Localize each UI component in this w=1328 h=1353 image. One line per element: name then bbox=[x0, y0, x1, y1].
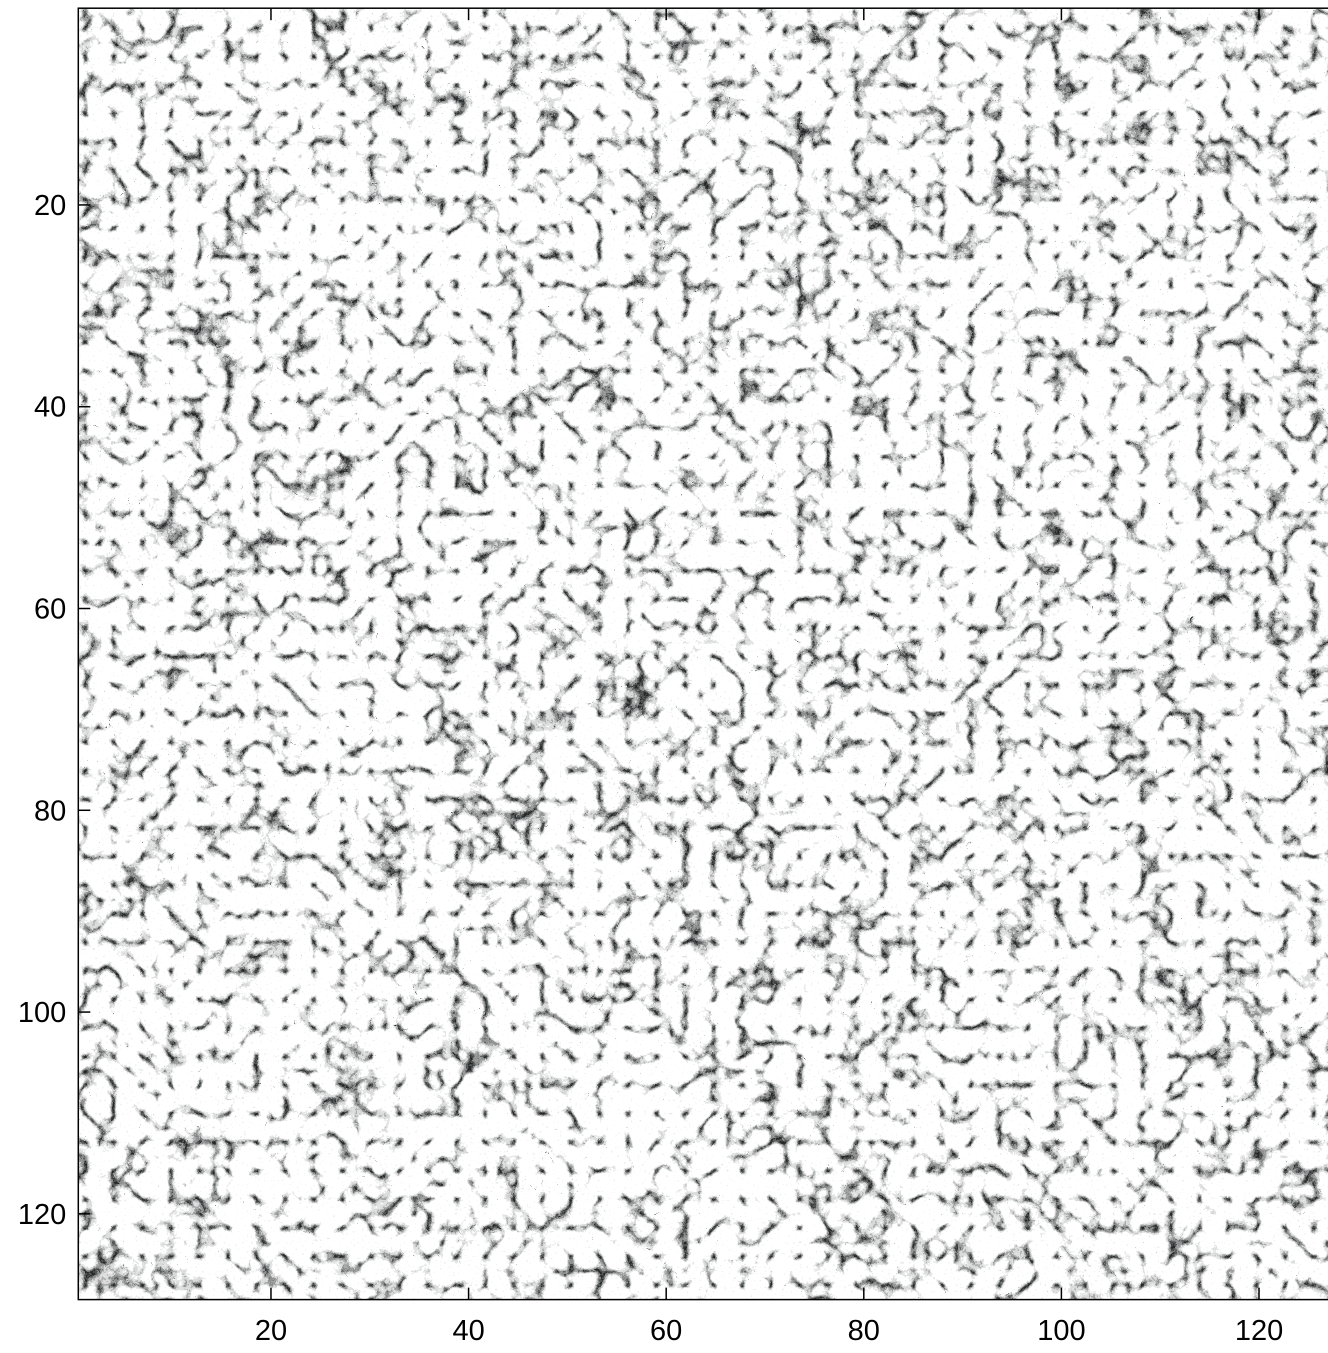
x-tick-label: 120 bbox=[1235, 1315, 1283, 1347]
y-tick-label: 80 bbox=[34, 795, 66, 827]
x-tick-label: 80 bbox=[848, 1315, 880, 1347]
axes-box bbox=[77, 7, 1328, 1301]
plot-area bbox=[78, 8, 1328, 1300]
x-tick-label: 60 bbox=[650, 1315, 682, 1347]
y-tick-label: 40 bbox=[34, 392, 66, 424]
x-tick-label: 100 bbox=[1037, 1315, 1085, 1347]
y-tick-label: 120 bbox=[18, 1199, 66, 1231]
y-tick-label: 20 bbox=[34, 190, 66, 222]
y-tick-label: 60 bbox=[34, 593, 66, 625]
y-tick-label: 100 bbox=[18, 997, 66, 1029]
heatmap-texture bbox=[78, 8, 1328, 1300]
x-tick-label: 40 bbox=[452, 1315, 484, 1347]
x-tick-label: 20 bbox=[255, 1315, 287, 1347]
